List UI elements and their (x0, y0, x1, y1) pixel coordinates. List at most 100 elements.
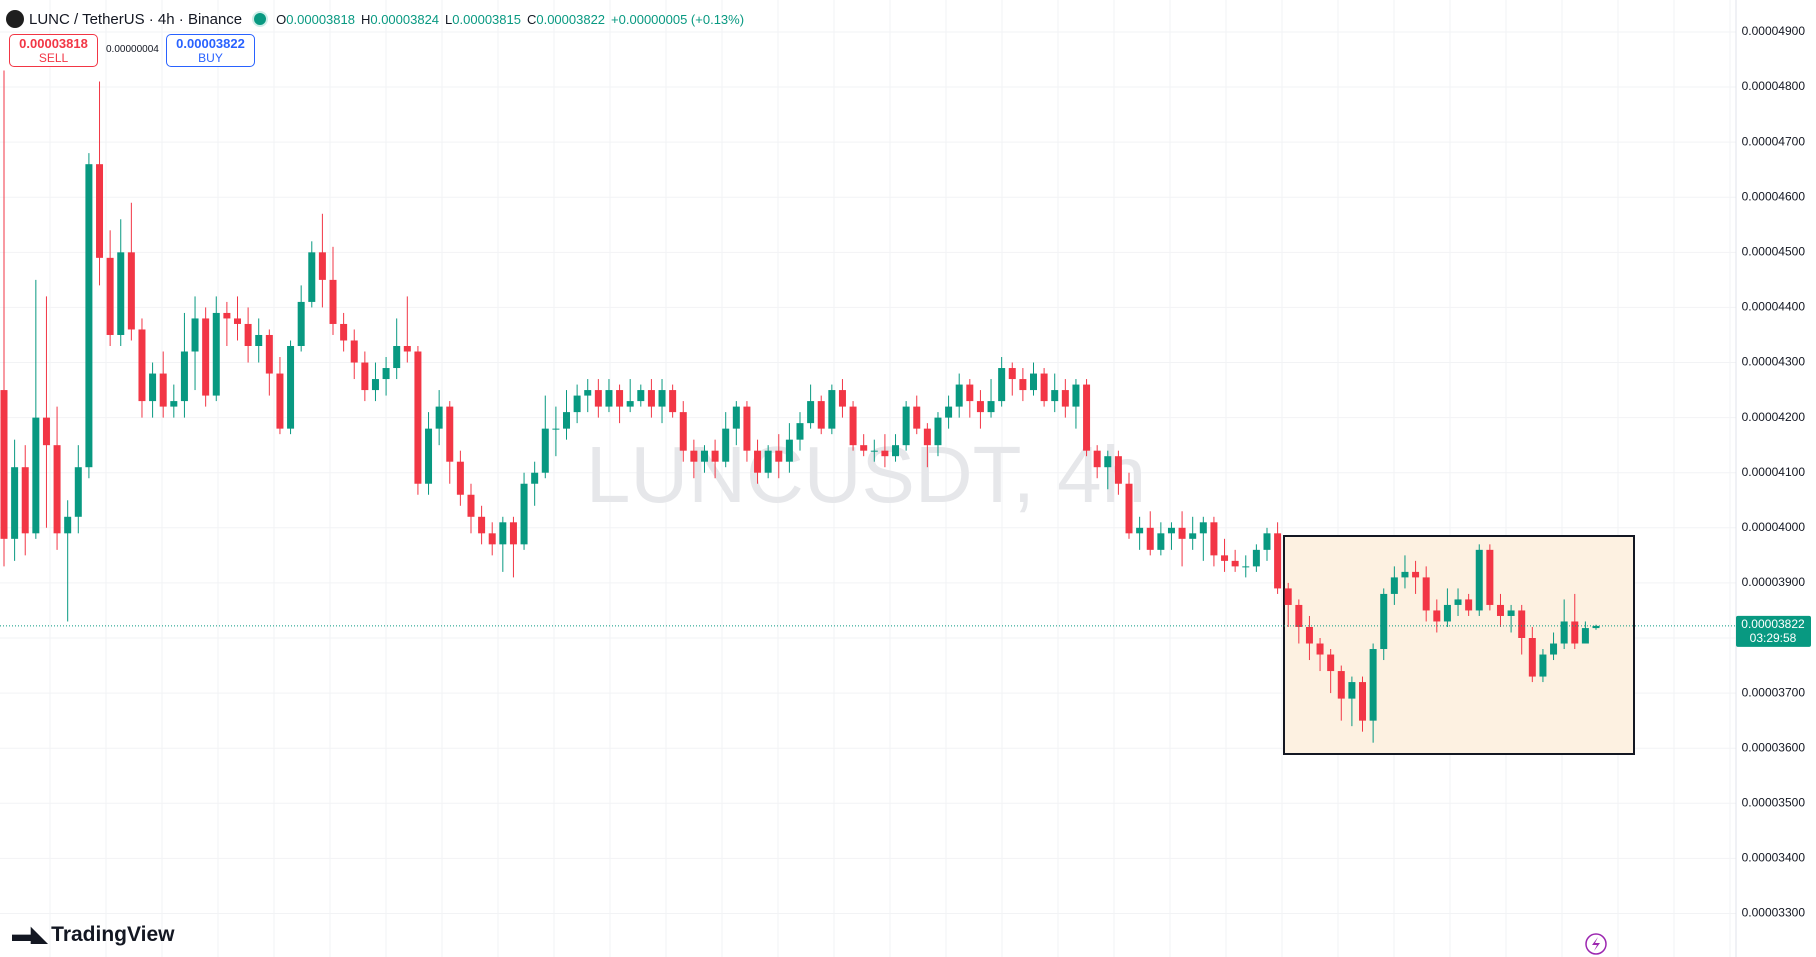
change: +0.00000005 (+0.13%) (611, 11, 745, 27)
candle-body (11, 467, 19, 539)
candle-body (1433, 610, 1441, 622)
candle-body (1146, 527, 1154, 550)
candle-body (21, 467, 29, 534)
candle-body (1518, 610, 1526, 638)
candle-body (1019, 379, 1027, 391)
candle-body (700, 450, 708, 462)
candle-body (1242, 566, 1250, 568)
market-status (252, 11, 269, 27)
candle-body (1061, 390, 1069, 407)
candle-body (127, 252, 135, 330)
candle-body (520, 483, 528, 545)
legend: LUNC / TetherUS · 4h · Binance O0.000038… (6, 8, 744, 30)
candle-body (340, 323, 348, 341)
candle-body (1274, 533, 1282, 589)
candle-body (446, 406, 454, 462)
candle-body (1231, 560, 1239, 567)
sell-button[interactable]: 0.00003818 SELL (9, 34, 98, 67)
candle-body (1560, 621, 1568, 644)
candle-body (605, 390, 613, 407)
candle-body (1465, 599, 1473, 611)
label: H (360, 11, 371, 27)
candle-body (1380, 593, 1388, 650)
candles (0, 70, 1736, 743)
spread: 0.00000004 (106, 44, 159, 55)
y-tick-label: 0.00004200 (1742, 410, 1806, 424)
candle-body (117, 252, 125, 335)
candle-body (435, 406, 443, 429)
candle-body (647, 390, 655, 407)
logo[interactable]: ▬◣ TradingView (12, 922, 174, 947)
candle-body (732, 406, 740, 429)
candle-body (223, 312, 231, 319)
y-tick-label: 0.00004300 (1742, 355, 1806, 369)
candle-body (255, 334, 263, 346)
label: O (276, 11, 287, 27)
candle-body (488, 533, 496, 545)
candle-body (1221, 555, 1229, 561)
candle-body (1412, 571, 1420, 578)
candle-body (393, 345, 401, 369)
buy-price: 0.00003822 (176, 36, 245, 51)
candle-body (403, 345, 411, 352)
label: L (445, 11, 453, 27)
candle-body (96, 164, 104, 258)
candle-body (626, 401, 634, 407)
y-tick-label: 0.00003400 (1742, 851, 1806, 865)
candle-body (1443, 604, 1451, 622)
candle-body (159, 373, 167, 407)
candle-body (308, 252, 316, 302)
candle-body (1401, 571, 1409, 578)
y-tick-label: 0.00003500 (1742, 795, 1806, 809)
candle-body (754, 450, 762, 473)
y-tick-label: 0.00004800 (1742, 79, 1806, 93)
candle-body (1167, 527, 1175, 534)
candle-body (74, 467, 82, 517)
candle-body (318, 252, 326, 280)
candle-body (807, 401, 815, 424)
candle-body (414, 351, 422, 484)
candle-body (1571, 621, 1579, 644)
candle-body (764, 450, 772, 473)
candle-body (361, 362, 369, 391)
value: 0.00003818 (286, 11, 355, 27)
candle-body (1199, 522, 1207, 534)
candle-body (711, 450, 719, 462)
buy-button[interactable]: 0.00003822 BUY (166, 34, 255, 67)
candle-body (244, 323, 252, 346)
candle-body (138, 329, 146, 402)
candle-body (531, 472, 539, 484)
candle-body (382, 368, 390, 380)
watermark: LUNCUSDT, 4h (586, 430, 1146, 519)
candle-body (509, 522, 517, 545)
alert-bolt (1592, 937, 1600, 951)
value: 0.00003815 (452, 11, 521, 27)
candle-body (870, 450, 878, 452)
candle-body (775, 450, 783, 462)
y-tick-label: 0.00003700 (1742, 685, 1806, 699)
candle-body (297, 301, 305, 346)
candle-body (1263, 533, 1271, 550)
candle-body (913, 406, 921, 429)
candle-body (796, 423, 804, 440)
symbol[interactable]: LUNC / TetherUS · 4h · Binance (29, 10, 243, 28)
candle-body (552, 428, 560, 430)
candle-body (371, 379, 379, 391)
candle-body (1210, 522, 1218, 556)
value: 0.00003822 (536, 11, 606, 27)
candle-body (1040, 373, 1048, 402)
candle-body (1369, 649, 1377, 721)
candle-body (1496, 604, 1504, 616)
alert-icon[interactable] (1585, 933, 1607, 955)
candle-body (955, 384, 963, 407)
candle-body (425, 428, 433, 484)
candle-body (180, 351, 188, 402)
sell-label: SELL (38, 51, 69, 65)
candle-body (817, 401, 825, 429)
candle-body (541, 428, 549, 473)
y-tick-label: 0.00004600 (1742, 189, 1806, 203)
candle-body (563, 412, 571, 429)
symbol-icon (6, 10, 24, 28)
ohlc-open: O0.00003818 (276, 12, 355, 27)
last-price-tag (1736, 615, 1811, 647)
